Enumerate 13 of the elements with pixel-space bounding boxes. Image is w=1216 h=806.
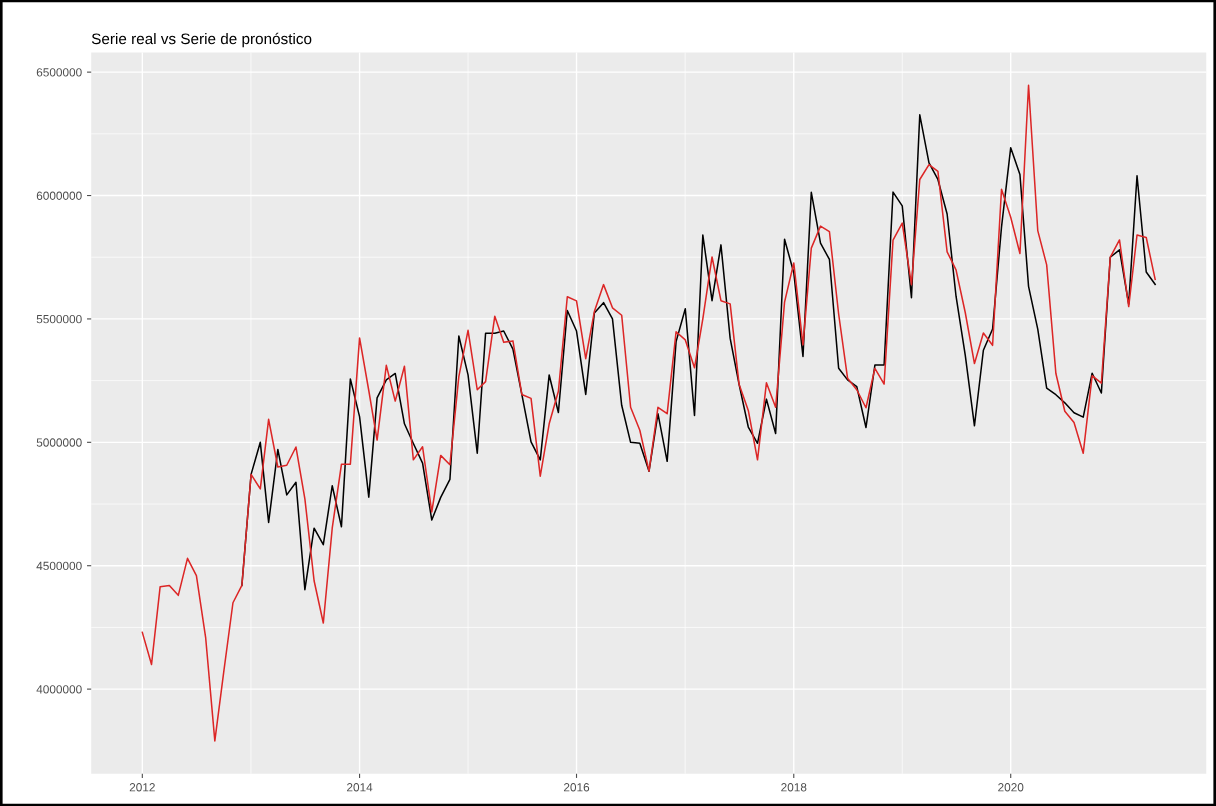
y-tick-label: 5000000 <box>36 438 82 447</box>
y-tick-label: 4000000 <box>36 685 82 694</box>
chart-title: Serie real vs Serie de pronóstico <box>91 32 312 48</box>
y-tick-label: 5500000 <box>36 314 82 324</box>
x-tick-label: 2014 <box>347 783 373 792</box>
x-tick-label: 2016 <box>563 783 590 792</box>
y-tick-label: 6000000 <box>36 191 82 200</box>
x-tick-label: 2018 <box>781 783 807 792</box>
x-tick-label: 2012 <box>129 783 155 792</box>
y-tick-label: 4500000 <box>36 561 82 571</box>
y-tick-label: 6500000 <box>36 68 82 77</box>
x-tick-label: 2020 <box>998 783 1024 792</box>
line-series <box>141 84 1156 742</box>
